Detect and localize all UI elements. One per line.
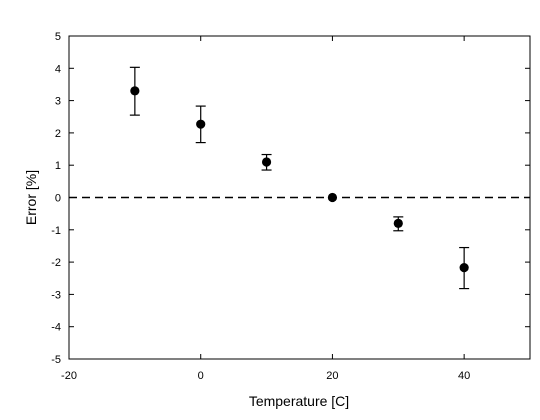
data-point bbox=[261, 157, 272, 167]
x-tick-label: -20 bbox=[61, 370, 77, 382]
y-tick-label: 3 bbox=[55, 96, 61, 108]
x-axis: -20 0 20 40 bbox=[61, 36, 470, 382]
x-tick-label: 0 bbox=[198, 370, 204, 382]
data-point bbox=[327, 192, 338, 203]
x-tick-label: 20 bbox=[326, 370, 338, 382]
y-tick-label: 5 bbox=[55, 31, 61, 43]
y-tick-label: 2 bbox=[55, 128, 61, 140]
x-tick-label: 40 bbox=[458, 370, 470, 382]
data-point bbox=[196, 119, 206, 129]
y-tick-label: -4 bbox=[51, 322, 61, 334]
data-point bbox=[130, 86, 140, 96]
y-axis: 5 4 3 2 1 0 -1 -2 -3 -4 -5 bbox=[51, 31, 530, 366]
y-tick-label: -1 bbox=[51, 225, 61, 237]
y-tick-label: -3 bbox=[51, 289, 61, 301]
y-tick-label: -5 bbox=[51, 354, 61, 366]
y-tick-label: 4 bbox=[55, 63, 61, 75]
x-axis-title: Temperature [C] bbox=[249, 393, 349, 409]
y-axis-title: Error [%] bbox=[23, 170, 39, 225]
y-tick-label: 0 bbox=[55, 193, 61, 205]
y-tick-label: 1 bbox=[55, 160, 61, 172]
y-tick-label: -2 bbox=[51, 257, 61, 269]
data-point bbox=[459, 262, 469, 273]
data-point bbox=[393, 218, 403, 228]
data-series bbox=[129, 66, 470, 290]
